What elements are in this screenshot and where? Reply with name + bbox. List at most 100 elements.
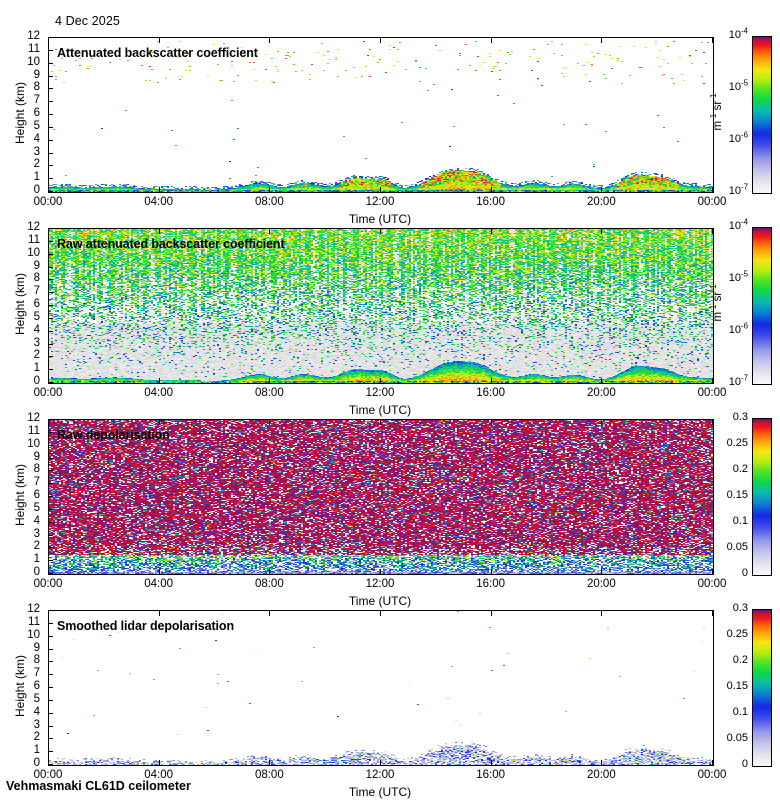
y-tick-mark [48,700,53,701]
colorbar-tick-label: 0.05 [726,541,748,553]
y-tick-label: 6 [33,298,40,310]
unit-exponent-1: -1 [709,113,719,121]
unit-mid: sr [712,100,724,114]
tick-exponent: -5 [740,78,748,88]
x-tick-mark [48,378,49,383]
x-tick-mark [491,378,492,383]
y-tick-mark [48,458,53,459]
y-tick-mark [48,191,53,192]
y-tick-mark [48,254,53,255]
colorbar-attenuated-backscatter [752,36,772,194]
x-tick-mark-top [601,229,602,234]
tick-mantissa: 10 [728,324,741,336]
y-tick-label: 9 [33,259,40,272]
y-tick-mark [48,649,53,650]
plot-area-smoothed-lidar-depolarisation[interactable] [48,610,714,766]
x-tick-label: 16:00 [476,196,506,208]
y-tick-label: 0 [33,757,40,769]
y-tick-mark [48,573,53,574]
y-tick-label: 12 [27,603,40,615]
x-tick-mark [601,187,602,192]
y-tick-mark [48,751,53,752]
y-tick-label: 1 [33,553,40,566]
y-tick-mark [48,318,53,319]
tick-mantissa: 10 [728,29,741,41]
x-tick-mark [159,760,160,765]
y-tick-mark [48,356,53,357]
y-tick-label: 11 [28,233,40,246]
x-tick-mark-top [712,420,713,425]
y-tick-label: 1 [33,171,40,184]
x-tick-label: 00:00 [697,769,727,781]
colorbar-tick-label: 10-6 [706,131,748,145]
colorbar-tick-label: 10-4 [706,27,748,41]
y-tick-label: 6 [33,680,40,692]
y-tick-mark [48,101,53,102]
plot-area-raw-depolarisation[interactable] [48,419,714,575]
x-tick-label: 08:00 [254,387,284,399]
y-tick-label: 9 [33,450,40,463]
heatmap-canvas-raw-attenuated-backscatter [49,229,713,383]
colorbar-tick-label: 0.25 [726,437,748,449]
y-tick-label: 11 [28,424,40,437]
x-tick-mark [48,760,49,765]
y-tick-label: 2 [33,540,40,553]
plot-area-raw-attenuated-backscatter[interactable] [48,228,714,384]
x-tick-mark-top [159,420,160,425]
y-tick-label: 8 [33,272,40,285]
y-tick-label: 5 [33,501,40,514]
x-tick-mark [712,569,713,574]
tick-exponent: -6 [740,130,748,140]
colorbar-tick-label: 0.2 [732,463,748,475]
y-tick-label: 7 [33,476,40,489]
y-tick-mark [48,687,53,688]
y-tick-mark [48,241,53,242]
y-tick-mark [48,292,53,293]
y-tick-mark [48,509,53,510]
x-tick-label: 20:00 [586,196,616,208]
x-tick-label: 00:00 [697,387,727,399]
y-tick-label: 12 [27,30,40,42]
y-tick-label: 1 [33,744,40,757]
y-tick-label: 10 [27,55,40,68]
y-tick-label: 8 [33,81,40,94]
y-tick-mark [48,610,53,611]
x-tick-mark-top [269,420,270,425]
y-tick-mark [48,178,53,179]
x-tick-mark-top [380,229,381,234]
tick-exponent: -7 [740,373,748,383]
x-tick-label: 00:00 [33,387,63,399]
y-tick-mark [48,88,53,89]
y-tick-label: 7 [33,667,40,680]
colorbar-tick-label: 0.15 [726,489,748,501]
colorbar-tick-label: 10-6 [706,322,748,336]
tick-mantissa: 10 [728,376,741,388]
colorbar-tick-label: 0.15 [726,680,748,692]
x-tick-label: 12:00 [365,387,395,399]
y-tick-label: 0 [33,375,40,387]
plot-area-attenuated-backscatter[interactable] [48,37,714,193]
y-tick-label: 8 [33,463,40,476]
y-tick-mark [48,522,53,523]
y-tick-label: 4 [33,132,40,145]
x-tick-mark-top [269,611,270,616]
x-tick-mark-top [159,611,160,616]
y-tick-mark [48,165,53,166]
x-tick-mark-top [269,229,270,234]
y-tick-mark [48,114,53,115]
y-tick-mark [48,560,53,561]
x-tick-label: 04:00 [144,578,174,590]
y-tick-label: 2 [33,349,40,362]
y-tick-label: 12 [27,412,40,424]
x-tick-label: 20:00 [586,769,616,781]
x-tick-label: 04:00 [144,196,174,208]
y-tick-label: 2 [33,158,40,171]
y-tick-label: 7 [33,285,40,298]
y-tick-mark [48,547,53,548]
y-tick-mark [48,267,53,268]
x-tick-mark [159,378,160,383]
y-tick-mark [48,623,53,624]
x-tick-mark [380,378,381,383]
y-tick-label: 5 [33,692,40,705]
y-tick-mark [48,470,53,471]
